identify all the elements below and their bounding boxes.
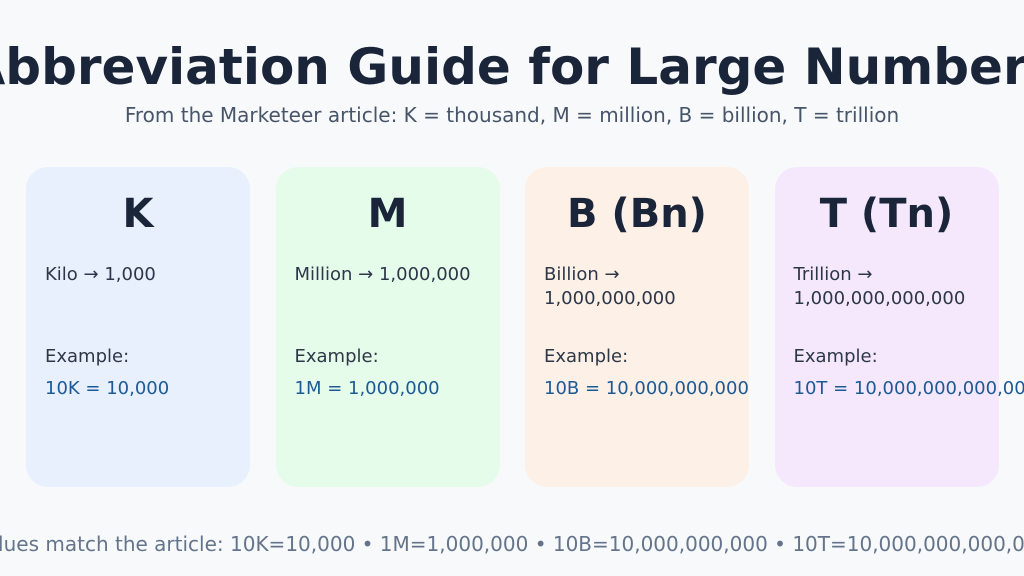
title: Abbreviation Guide for Large Numbers [0, 38, 1024, 96]
example-value: 10K = 10,000 [45, 378, 170, 399]
example-label: Example: [544, 346, 629, 367]
example-label: Example: [793, 346, 878, 367]
example-label: Example: [294, 346, 379, 367]
card: M Million → 1,000,000 Example: 1M = 1,000,0… [275, 167, 500, 487]
card: B (Bn) Billion → 1,000,000,000 Example: 10B… [525, 167, 749, 487]
card-definition: Billion → 1,000,000,000 [544, 264, 676, 309]
example-value: 10B = 10,000,000,000 [544, 378, 749, 399]
card-definition: Million → 1,000,000 [294, 264, 471, 285]
card-abbreviation: T (Tn) [819, 191, 954, 237]
example-label: Example: [45, 346, 130, 367]
card-definition: Kilo → 1,000 [45, 264, 156, 285]
subtitle: From the Marketeer article: K = thousand… [124, 103, 900, 127]
card-abbreviation: B (Bn) [567, 191, 707, 237]
card: K Kilo → 1,000 Example: 10K = 10,000 [26, 167, 250, 487]
example-value: 1M = 1,000,000 [294, 378, 440, 399]
card: T (Tn) Trillion → 1,000,000,000,000 Exampl… [774, 167, 1024, 487]
example-value: 10T = 10,000,000,000,000 [793, 378, 1024, 399]
footer: Values match the article: 10K=10,000 • 1… [0, 532, 1024, 556]
card-abbreviation: K [122, 191, 154, 237]
card-abbreviation: M [367, 191, 408, 237]
card-definition: Trillion → 1,000,000,000,000 [793, 264, 966, 309]
